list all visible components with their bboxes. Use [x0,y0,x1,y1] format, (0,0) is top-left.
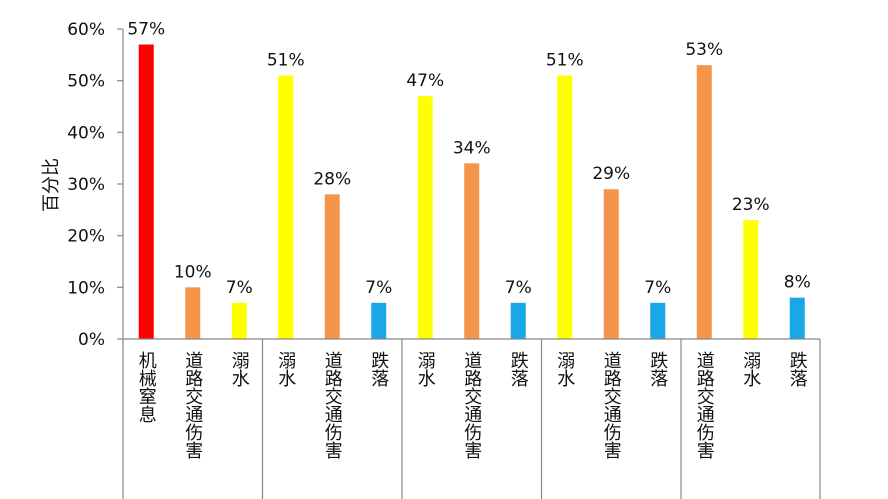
y-tick-label: 30% [67,175,105,195]
category-label: 道路交通伤害 [461,351,482,459]
data-label: 8% [784,273,811,293]
data-label: 29% [592,164,630,184]
data-label: 51% [267,51,305,71]
data-label: 7% [226,278,253,298]
data-label: 47% [406,71,444,91]
bar [650,302,666,339]
data-label: 34% [453,138,491,158]
bar [138,44,154,339]
bar [231,302,247,339]
bar [696,65,712,340]
bar [417,96,433,340]
category-label: 机械窒息 [136,351,157,423]
category-label: 溺水 [415,351,436,387]
category-label: 道路交通伤害 [694,351,715,459]
category-label: 道路交通伤害 [182,351,203,459]
data-label: 23% [732,195,770,215]
data-label: 7% [644,278,671,298]
y-axis: 0% 10% 20% 30% 40% 50% 60% [67,20,124,350]
bar [603,189,619,339]
category-label: 道路交通伤害 [322,351,343,459]
bar [789,297,805,339]
bar [185,287,201,339]
bar [464,163,480,339]
category-label: 溺水 [554,351,575,387]
category-label: 溺水 [275,351,296,387]
bar [557,75,573,339]
data-labels: 57% 10% 7% 51% 28% 7% 47% 34% 7% 51% 29% 7% 53% 23% 8% [127,20,810,298]
y-tick-label: 10% [67,278,105,298]
y-tick-label: 50% [67,72,105,92]
category-label: 跌落 [787,351,808,387]
data-label: 7% [505,278,532,298]
bar [510,302,526,339]
x-axis: 机械窒息 道路交通伤害 溺水 溺水 道路交通伤害 跌落 溺水 道路交通伤害 跌落 溺水 道路交通伤害… [122,338,821,499]
data-label: 53% [685,40,723,60]
bar [278,75,294,339]
data-label: 51% [546,51,584,71]
category-label: 溺水 [740,351,761,387]
y-axis-label: 百分比 [41,158,62,212]
y-tick-label: 0% [78,330,105,350]
data-label: 28% [313,169,351,189]
data-label: 57% [127,20,165,40]
category-label: 溺水 [229,351,250,387]
category-label: 跌落 [368,351,389,387]
y-tick-label: 60% [67,20,105,40]
category-label: 道路交通伤害 [601,351,622,459]
bar [743,220,759,339]
bar [324,194,340,339]
bars [138,44,805,340]
category-label: 跌落 [508,351,529,387]
y-tick-label: 40% [67,123,105,143]
data-label: 7% [365,278,392,298]
bar [371,302,387,339]
data-label: 10% [174,262,212,282]
y-tick-label: 20% [67,227,105,247]
category-label: 跌落 [647,351,668,387]
